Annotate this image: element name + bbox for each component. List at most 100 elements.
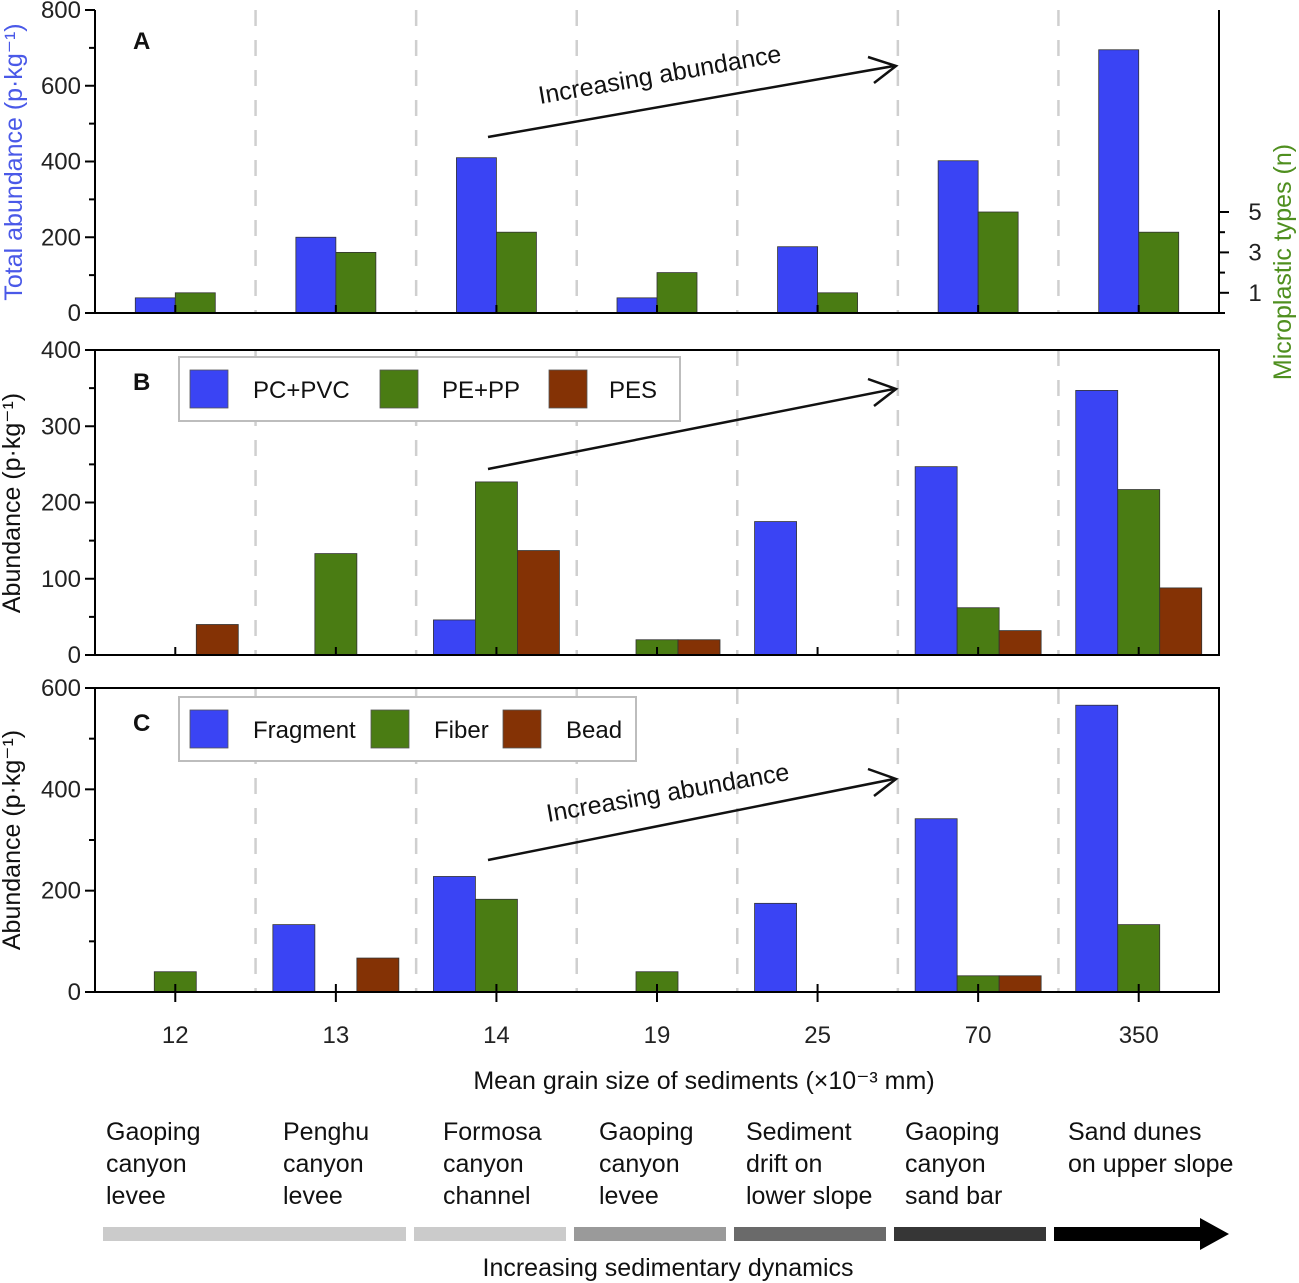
bar — [174, 292, 216, 314]
bar — [977, 211, 1019, 314]
y-tick-label: 0 — [68, 979, 81, 1006]
y2-tick-label: 3 — [1248, 239, 1261, 266]
gradient-segment — [574, 1227, 726, 1241]
legend-swatch-bead — [502, 709, 542, 749]
panel-c-legend-box — [178, 696, 637, 762]
legend-swatch-fragment — [189, 709, 229, 749]
panel-a-trend-arrowhead — [867, 55, 899, 84]
panel-b-y-axis-title: Abundance (p·kg⁻¹) — [0, 393, 26, 613]
panel-c-trend-arrow — [487, 777, 895, 862]
bar — [1075, 704, 1119, 993]
environment-label: Penghu canyon levee — [283, 1118, 369, 1210]
bar — [1159, 587, 1203, 656]
panel-b-dividers — [254, 350, 1060, 655]
bar — [677, 639, 721, 656]
panel-a-annotation: Increasing abundance — [536, 40, 783, 110]
panel-b-trend-arrowhead — [867, 377, 899, 407]
panel-a-left-axis-ticks: 0 200 400 600 800 — [41, 0, 95, 327]
environment-label: Sand dunes on upper slope — [1068, 1118, 1233, 1178]
gradient-segment — [734, 1227, 886, 1241]
bar — [1117, 489, 1161, 656]
panel-c-label: C — [133, 710, 150, 737]
legend-label-pe-pp: PE+PP — [442, 377, 520, 404]
bar — [456, 157, 497, 314]
y-tick-label: 200 — [41, 224, 81, 251]
y-tick-label: 100 — [41, 566, 81, 593]
bar — [754, 902, 797, 993]
bar — [433, 876, 476, 993]
x-tick-label: 14 — [483, 1022, 510, 1049]
y-tick-label: 600 — [41, 73, 81, 100]
y-tick-label: 300 — [41, 413, 81, 440]
y-tick-label: 800 — [41, 0, 81, 24]
bar — [433, 619, 476, 656]
panel-a-label: A — [133, 28, 150, 55]
bar — [134, 297, 176, 314]
legend-label-bead: Bead — [566, 717, 622, 744]
gradient-arrow — [1054, 1218, 1229, 1250]
bar — [517, 550, 560, 656]
bar — [914, 466, 958, 656]
y-tick-label: 600 — [41, 675, 81, 702]
panel-c-y-axis-title: Abundance (p·kg⁻¹) — [0, 730, 26, 950]
y-tick-label: 400 — [41, 149, 81, 176]
sedimentary-dynamics-bar — [103, 1218, 1229, 1250]
panel-b-legend-box — [178, 356, 681, 422]
environment-label: Formosa canyon channel — [443, 1118, 542, 1210]
y-tick-label: 200 — [41, 490, 81, 517]
legend-label-pc-pvc: PC+PVC — [253, 377, 350, 404]
bar — [937, 160, 979, 314]
panel-a-dividers — [254, 10, 1060, 313]
gradient-label: Increasing sedimentary dynamics — [483, 1254, 854, 1282]
bar — [1075, 390, 1119, 656]
gradient-segment — [103, 1227, 406, 1241]
bar — [1117, 924, 1161, 993]
panel-a: 0 200 400 600 800 1 3 5 A Total abundance (p·k… — [0, 0, 1297, 380]
legend-label-fiber: Fiber — [434, 717, 489, 744]
x-tick-label: 70 — [965, 1022, 992, 1049]
y-tick-label: 400 — [41, 337, 81, 364]
legend-label-pes: PES — [609, 377, 657, 404]
bar — [295, 236, 337, 314]
panel-c-bars — [153, 704, 1161, 993]
bar — [998, 975, 1042, 993]
legend-label-fragment: Fragment — [253, 717, 356, 744]
x-category-labels: 12 13 14 19 25 70 350 — [162, 992, 1159, 1049]
environment-label: Sediment drift on lower slope — [746, 1118, 872, 1210]
legend-swatch-pe-pp — [379, 369, 419, 409]
x-axis-title: Mean grain size of sediments (×10⁻³ mm) — [473, 1067, 934, 1095]
panel-c-annotation: Increasing abundance — [544, 758, 791, 828]
panel-b-x-ticks — [174, 647, 1140, 655]
bar — [1138, 231, 1180, 314]
x-tick-label: 350 — [1119, 1022, 1159, 1049]
panel-b-legend: PC+PVC PE+PP PES — [178, 356, 681, 422]
bar — [1098, 49, 1140, 314]
environment-label: Gaoping canyon sand bar — [905, 1118, 1002, 1210]
bar — [777, 246, 818, 314]
bar — [496, 231, 537, 314]
y-tick-label: 0 — [68, 642, 81, 669]
legend-swatch-pc-pvc — [189, 369, 229, 409]
bar — [475, 898, 518, 993]
panel-a-trend-arrow — [487, 64, 895, 139]
bar — [475, 481, 518, 656]
environment-label: Gaoping canyon levee — [599, 1118, 694, 1210]
panel-a-right-axis-ticks: 1 3 5 — [1219, 199, 1262, 314]
panel-b-frame — [94, 349, 1220, 656]
y-tick-label: 0 — [68, 300, 81, 327]
panel-c-y-axis-ticks: 0 200 400 600 — [41, 675, 95, 1006]
bar — [817, 292, 858, 314]
panel-b-label: B — [133, 369, 150, 396]
x-tick-label: 12 — [162, 1022, 189, 1049]
bar — [656, 272, 698, 314]
bar — [195, 624, 239, 656]
panel-c-dividers — [254, 688, 1060, 992]
gradient-segment — [894, 1227, 1046, 1241]
legend-swatch-fiber — [370, 709, 410, 749]
y2-tick-label: 5 — [1248, 199, 1261, 226]
y-tick-label: 400 — [41, 776, 81, 803]
bar — [356, 957, 400, 993]
y2-tick-label: 1 — [1248, 280, 1261, 307]
y-tick-label: 200 — [41, 878, 81, 905]
